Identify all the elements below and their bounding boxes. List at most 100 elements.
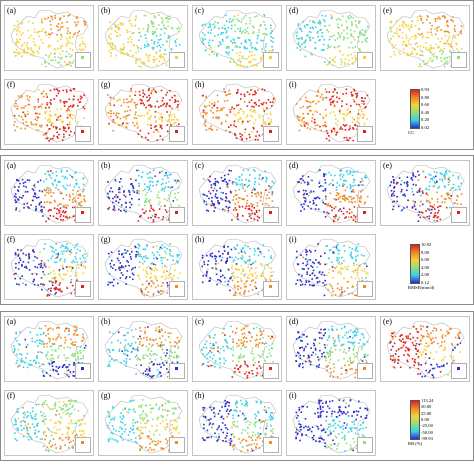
station-dot bbox=[246, 376, 249, 379]
station-dot bbox=[312, 199, 315, 202]
station-dot bbox=[236, 345, 238, 348]
station-dot bbox=[417, 170, 419, 173]
station-dot bbox=[139, 253, 141, 256]
station-dot bbox=[75, 200, 77, 203]
station-dot bbox=[166, 211, 168, 213]
station-dot bbox=[248, 60, 250, 63]
station-dot bbox=[343, 37, 346, 39]
station-dot bbox=[72, 215, 75, 218]
station-dot bbox=[264, 277, 266, 280]
station-dot bbox=[44, 31, 47, 34]
station-dot bbox=[311, 120, 313, 122]
station-dot bbox=[268, 266, 270, 269]
station-dot bbox=[132, 44, 134, 47]
station-dot bbox=[167, 35, 170, 37]
station-dot bbox=[122, 266, 124, 268]
station-dot bbox=[229, 131, 231, 133]
station-dot bbox=[400, 190, 403, 193]
station-dot bbox=[15, 55, 17, 57]
station-dot bbox=[251, 64, 254, 67]
station-dot bbox=[148, 118, 151, 120]
station-dot bbox=[298, 116, 301, 118]
station-dot bbox=[170, 204, 172, 206]
station-dot bbox=[60, 35, 63, 38]
station-dot bbox=[138, 174, 140, 177]
station-dot bbox=[83, 189, 85, 191]
station-dot bbox=[158, 208, 161, 210]
station-dot bbox=[210, 184, 213, 186]
station-dot bbox=[254, 139, 257, 141]
station-dot bbox=[42, 333, 45, 335]
station-dot bbox=[336, 376, 339, 378]
station-dot bbox=[126, 29, 128, 31]
station-dot bbox=[336, 248, 339, 251]
station-dot bbox=[452, 187, 455, 189]
station-dot bbox=[48, 140, 50, 142]
station-dot bbox=[434, 27, 436, 30]
station-dot bbox=[212, 343, 215, 345]
legend-tick-label: 2.00 bbox=[421, 272, 430, 278]
station-dot bbox=[146, 339, 148, 341]
station-dot bbox=[78, 186, 80, 189]
station-dot bbox=[128, 30, 131, 33]
station-dot bbox=[241, 121, 244, 123]
station-dot bbox=[321, 271, 324, 274]
station-dot bbox=[81, 48, 84, 51]
station-dot bbox=[228, 89, 230, 92]
station-dot bbox=[125, 365, 127, 367]
station-dot bbox=[348, 59, 351, 61]
station-dot bbox=[214, 366, 216, 368]
station-dot bbox=[325, 96, 328, 99]
station-dot bbox=[22, 182, 25, 184]
station-dot bbox=[400, 179, 403, 182]
station-dot bbox=[345, 372, 348, 374]
station-dot bbox=[48, 36, 51, 39]
station-dot bbox=[421, 54, 424, 57]
station-dot bbox=[330, 285, 333, 288]
station-dot bbox=[351, 270, 354, 273]
station-dot bbox=[263, 343, 266, 345]
station-dot bbox=[238, 58, 241, 61]
station-dot bbox=[141, 345, 143, 347]
station-dot bbox=[139, 330, 142, 332]
station-dot bbox=[71, 49, 74, 51]
station-dot bbox=[28, 269, 31, 271]
station-dot bbox=[121, 122, 124, 125]
station-dot bbox=[439, 218, 442, 221]
station-dot bbox=[142, 269, 145, 271]
station-dot bbox=[215, 116, 217, 119]
station-dot bbox=[148, 369, 151, 372]
map-panel: (i) bbox=[286, 79, 376, 145]
station-dot bbox=[207, 365, 210, 368]
station-dot bbox=[238, 344, 240, 347]
station-dot bbox=[159, 38, 162, 41]
station-dot bbox=[108, 273, 111, 275]
station-dot bbox=[244, 262, 247, 265]
station-dot bbox=[456, 203, 459, 205]
station-dot bbox=[160, 183, 163, 186]
station-dot bbox=[167, 371, 170, 373]
station-dot bbox=[340, 126, 342, 129]
station-dot bbox=[159, 116, 162, 118]
station-dot bbox=[150, 345, 153, 348]
station-dot bbox=[432, 185, 435, 188]
station-dot bbox=[124, 339, 127, 341]
station-dot bbox=[45, 132, 48, 134]
station-dot bbox=[31, 340, 34, 343]
station-dot bbox=[205, 346, 208, 349]
station-dot bbox=[309, 274, 311, 276]
station-dot bbox=[142, 189, 144, 192]
station-dot bbox=[140, 255, 143, 258]
station-dot bbox=[349, 111, 351, 113]
station-dot bbox=[328, 38, 331, 41]
station-dot bbox=[216, 117, 218, 119]
station-dot bbox=[342, 174, 345, 176]
station-dot bbox=[248, 133, 251, 136]
station-dot bbox=[57, 367, 60, 369]
station-dot bbox=[34, 193, 36, 195]
station-dot bbox=[354, 376, 356, 379]
station-dot bbox=[74, 21, 76, 24]
station-dot bbox=[60, 258, 62, 260]
station-dot bbox=[298, 119, 300, 122]
station-dot bbox=[37, 345, 39, 347]
